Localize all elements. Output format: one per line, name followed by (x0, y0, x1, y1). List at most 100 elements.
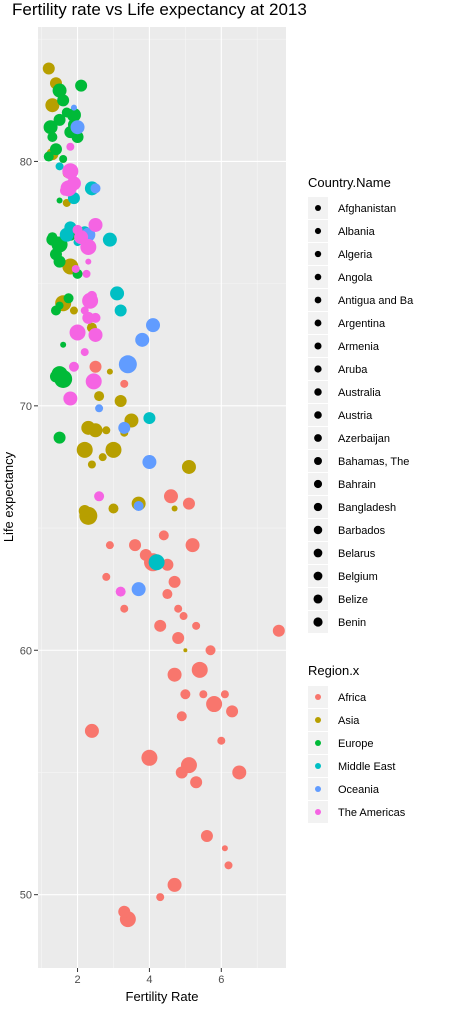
size-legend-label: Benin (338, 617, 366, 629)
x-axis-title: Fertility Rate (126, 989, 199, 1004)
color-legend-title: Region.x (308, 663, 360, 678)
data-point (43, 120, 58, 135)
size-legend-swatch (313, 594, 323, 604)
x-tick-label: 6 (218, 974, 224, 986)
data-point (217, 736, 226, 745)
data-point (167, 877, 182, 892)
data-point (181, 459, 196, 474)
data-point (46, 233, 59, 246)
data-point (84, 723, 99, 738)
data-point (205, 645, 216, 656)
data-point (175, 766, 188, 779)
color-legend-swatch (315, 740, 321, 746)
data-point (120, 379, 129, 388)
data-point (81, 420, 96, 435)
axes: 2 4 6 50 60 70 80 (20, 156, 225, 986)
data-point (50, 305, 61, 316)
size-legend-swatch (314, 319, 322, 327)
data-point (118, 421, 131, 434)
data-point (70, 120, 85, 135)
y-tick-label: 50 (20, 890, 32, 902)
data-point (174, 604, 183, 613)
size-legend-swatch (314, 227, 322, 235)
data-point (61, 107, 72, 118)
data-point (52, 83, 67, 98)
data-point (63, 391, 78, 406)
color-legend-swatch (315, 786, 321, 792)
size-legend-swatch (314, 273, 322, 281)
data-point (141, 749, 158, 766)
data-point (68, 361, 79, 372)
data-point (110, 286, 125, 301)
data-point (272, 624, 285, 637)
data-point (171, 505, 178, 512)
color-legend-label: Europe (338, 738, 373, 750)
color-legend-label: Africa (338, 692, 367, 704)
data-point (89, 360, 102, 373)
data-point (129, 539, 142, 552)
size-legend-label: Austria (338, 410, 373, 422)
data-point (102, 426, 111, 435)
size-legend-label: Aruba (338, 364, 368, 376)
x-tick-label: 2 (74, 974, 80, 986)
data-point (224, 861, 233, 870)
data-point (76, 441, 93, 458)
data-point (59, 185, 70, 196)
size-legend-label: Algeria (338, 249, 373, 261)
y-tick-label: 70 (20, 401, 32, 413)
data-point (102, 232, 117, 247)
data-point (105, 541, 114, 550)
data-point (90, 183, 101, 194)
data-point (43, 151, 54, 162)
data-point (82, 311, 95, 324)
data-point (220, 690, 229, 699)
data-point (192, 621, 201, 630)
size-legend-label: Bangladesh (338, 502, 396, 514)
size-legend-swatch (314, 250, 322, 258)
data-point (168, 575, 181, 588)
data-point (120, 604, 129, 613)
size-legend-label: Azerbaijan (338, 433, 390, 445)
data-point (45, 98, 60, 113)
data-point (66, 142, 75, 151)
color-legend-label: Asia (338, 715, 360, 727)
size-legend-label: Belize (338, 594, 368, 606)
data-point (191, 661, 208, 678)
data-point (62, 163, 79, 180)
size-legend-swatch (315, 205, 321, 211)
data-point (42, 62, 55, 75)
data-point (118, 905, 131, 918)
size-legend-swatch (313, 479, 323, 489)
chart-title: Fertility rate vs Life expectancy at 201… (12, 0, 307, 19)
size-legend-label: Afghanistan (338, 203, 396, 215)
size-legend-swatch (314, 434, 322, 442)
data-point (206, 696, 223, 713)
size-legend-swatch (313, 571, 323, 581)
color-legend-label: Middle East (338, 761, 395, 773)
data-point (199, 690, 208, 699)
data-point (59, 227, 74, 242)
data-point (226, 705, 239, 718)
size-legend-swatch (314, 342, 322, 350)
color-legend-label: The Americas (338, 807, 406, 819)
color-legend: Africa Asia Europe Middle East Oceania The Am… (308, 686, 406, 823)
y-axis-title: Life expectancy (1, 451, 16, 542)
data-point (154, 619, 167, 632)
data-point (87, 460, 96, 469)
data-point (182, 497, 195, 510)
data-point (94, 491, 105, 502)
size-legend-swatch (313, 525, 323, 535)
data-point (172, 632, 185, 645)
size-legend-swatch (313, 502, 323, 512)
data-point (60, 341, 67, 348)
size-legend-label: Albania (338, 226, 376, 238)
data-point (71, 264, 80, 273)
y-tick-label: 80 (20, 156, 32, 168)
size-legend: Afghanistan Albania Algeria Angola Antigua a… (308, 197, 414, 633)
data-point (94, 391, 105, 402)
data-point (133, 501, 144, 512)
color-legend-swatch (315, 694, 321, 700)
color-legend-swatch (315, 809, 321, 815)
data-point (85, 373, 102, 390)
